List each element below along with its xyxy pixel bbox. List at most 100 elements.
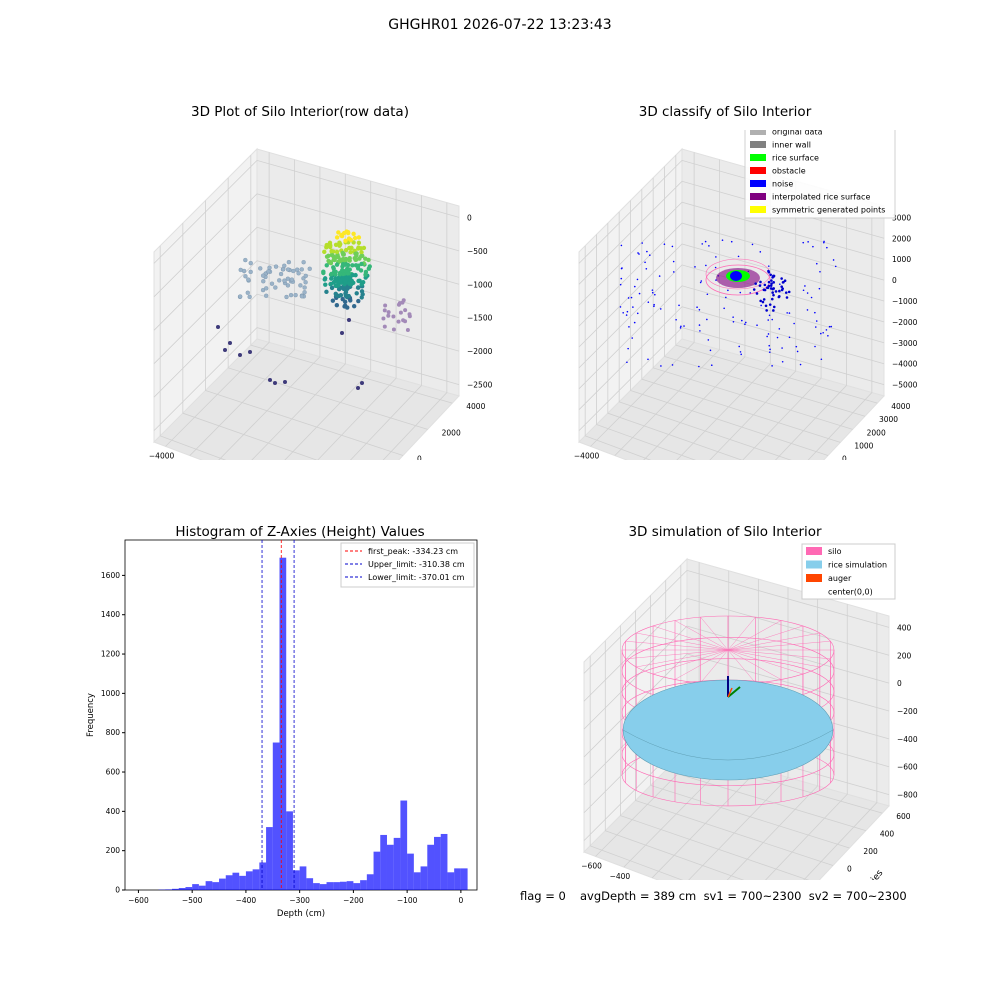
legend-label: silo xyxy=(828,547,842,556)
noise-point xyxy=(787,290,791,294)
data-point xyxy=(397,301,402,306)
silo-wire xyxy=(625,649,729,659)
legend-label: original data xyxy=(772,130,823,137)
data-point xyxy=(322,277,327,282)
x-axis-label: Depth (cm) xyxy=(277,909,325,919)
noise-point xyxy=(770,282,773,285)
silo-wire xyxy=(727,649,804,675)
noise-point xyxy=(699,281,702,284)
data-point xyxy=(354,291,359,296)
data-point xyxy=(383,303,388,308)
y-tick-label: 400 xyxy=(106,807,121,816)
x-tick-label: −600 xyxy=(128,896,149,905)
noise-point xyxy=(701,243,704,245)
data-point xyxy=(334,235,340,240)
noise-point xyxy=(814,345,816,348)
floor-pane xyxy=(583,748,890,880)
noise-point xyxy=(763,283,767,287)
y-axis-label: Y Axies xyxy=(857,868,886,880)
grid-line xyxy=(350,195,422,460)
data-point xyxy=(269,281,275,286)
grid-line xyxy=(578,285,885,390)
noise-point xyxy=(698,365,700,368)
silo-wire xyxy=(636,632,729,651)
legend-swatch xyxy=(750,154,766,161)
silo-wire xyxy=(636,649,729,668)
noise-point xyxy=(788,336,791,339)
noise-cluster xyxy=(730,271,742,281)
noise-point xyxy=(749,292,752,294)
z-tick-label: 200 xyxy=(897,651,912,660)
noise-point xyxy=(704,240,707,243)
histogram-bar xyxy=(205,881,213,890)
data-point xyxy=(359,282,364,287)
grid-line xyxy=(590,152,695,447)
noise-point xyxy=(834,265,837,268)
rice-edge xyxy=(622,729,834,761)
data-point xyxy=(261,279,266,284)
noise-point xyxy=(653,303,655,306)
noise-point xyxy=(648,254,651,257)
noise-point xyxy=(769,287,773,290)
histogram-bar xyxy=(434,836,441,890)
data-point xyxy=(288,292,294,298)
noise-point xyxy=(781,360,784,363)
data-point xyxy=(324,254,330,259)
data-point xyxy=(258,266,263,271)
x-tick-label: −300 xyxy=(289,896,310,905)
noise-point xyxy=(788,312,791,314)
x-tick-label: −400 xyxy=(610,872,631,880)
data-point xyxy=(291,268,296,274)
noise-point xyxy=(627,297,630,299)
noise-point xyxy=(694,266,696,268)
data-point xyxy=(346,236,352,241)
legend-label: Upper_limit: -310.38 cm xyxy=(368,560,465,569)
noise-point xyxy=(767,269,770,273)
y-tick-label: 0 xyxy=(842,455,847,461)
data-point xyxy=(396,319,401,324)
grid-line xyxy=(578,201,885,306)
data-point xyxy=(329,252,335,258)
data-point xyxy=(337,272,343,277)
noise-point xyxy=(675,318,677,321)
z-tick-label: −4000 xyxy=(892,360,918,369)
data-point xyxy=(356,245,361,250)
noise-point xyxy=(802,289,805,292)
noise-point xyxy=(814,326,817,328)
noise-point xyxy=(818,287,821,290)
legend-label: auger xyxy=(828,574,852,583)
grid-line xyxy=(218,166,321,460)
data-point xyxy=(361,245,367,251)
grid-line xyxy=(803,612,878,880)
noise-point xyxy=(830,325,833,328)
legend-label: center(0,0) xyxy=(828,588,873,597)
noise-point xyxy=(744,321,747,324)
y-tick-label: 4000 xyxy=(891,402,910,411)
data-point xyxy=(353,251,358,256)
noise-point xyxy=(706,293,709,296)
grid-line xyxy=(641,189,841,443)
noise-point xyxy=(793,322,795,325)
data-point xyxy=(341,252,346,257)
noise-point xyxy=(671,245,674,248)
histogram-bar xyxy=(326,882,334,890)
noise-point xyxy=(759,280,762,284)
histogram-bar xyxy=(239,875,246,890)
data-point xyxy=(273,264,279,269)
z-tick-label: 0 xyxy=(467,213,472,222)
noise-point xyxy=(727,289,729,292)
noise-point xyxy=(828,325,831,328)
noise-point xyxy=(739,291,742,294)
histogram-bar xyxy=(299,866,307,890)
x-tick-label: 0 xyxy=(458,896,463,905)
legend-label: noise xyxy=(772,180,793,189)
histogram-bar xyxy=(286,811,293,890)
noise-point xyxy=(647,301,650,304)
legend-label: interpolated rice surface xyxy=(772,193,870,202)
histogram-bar xyxy=(420,866,428,890)
data-point xyxy=(334,293,340,298)
grid-line xyxy=(583,597,890,702)
noise-point xyxy=(678,304,680,307)
grid-line xyxy=(675,155,878,404)
data-point xyxy=(338,278,343,284)
